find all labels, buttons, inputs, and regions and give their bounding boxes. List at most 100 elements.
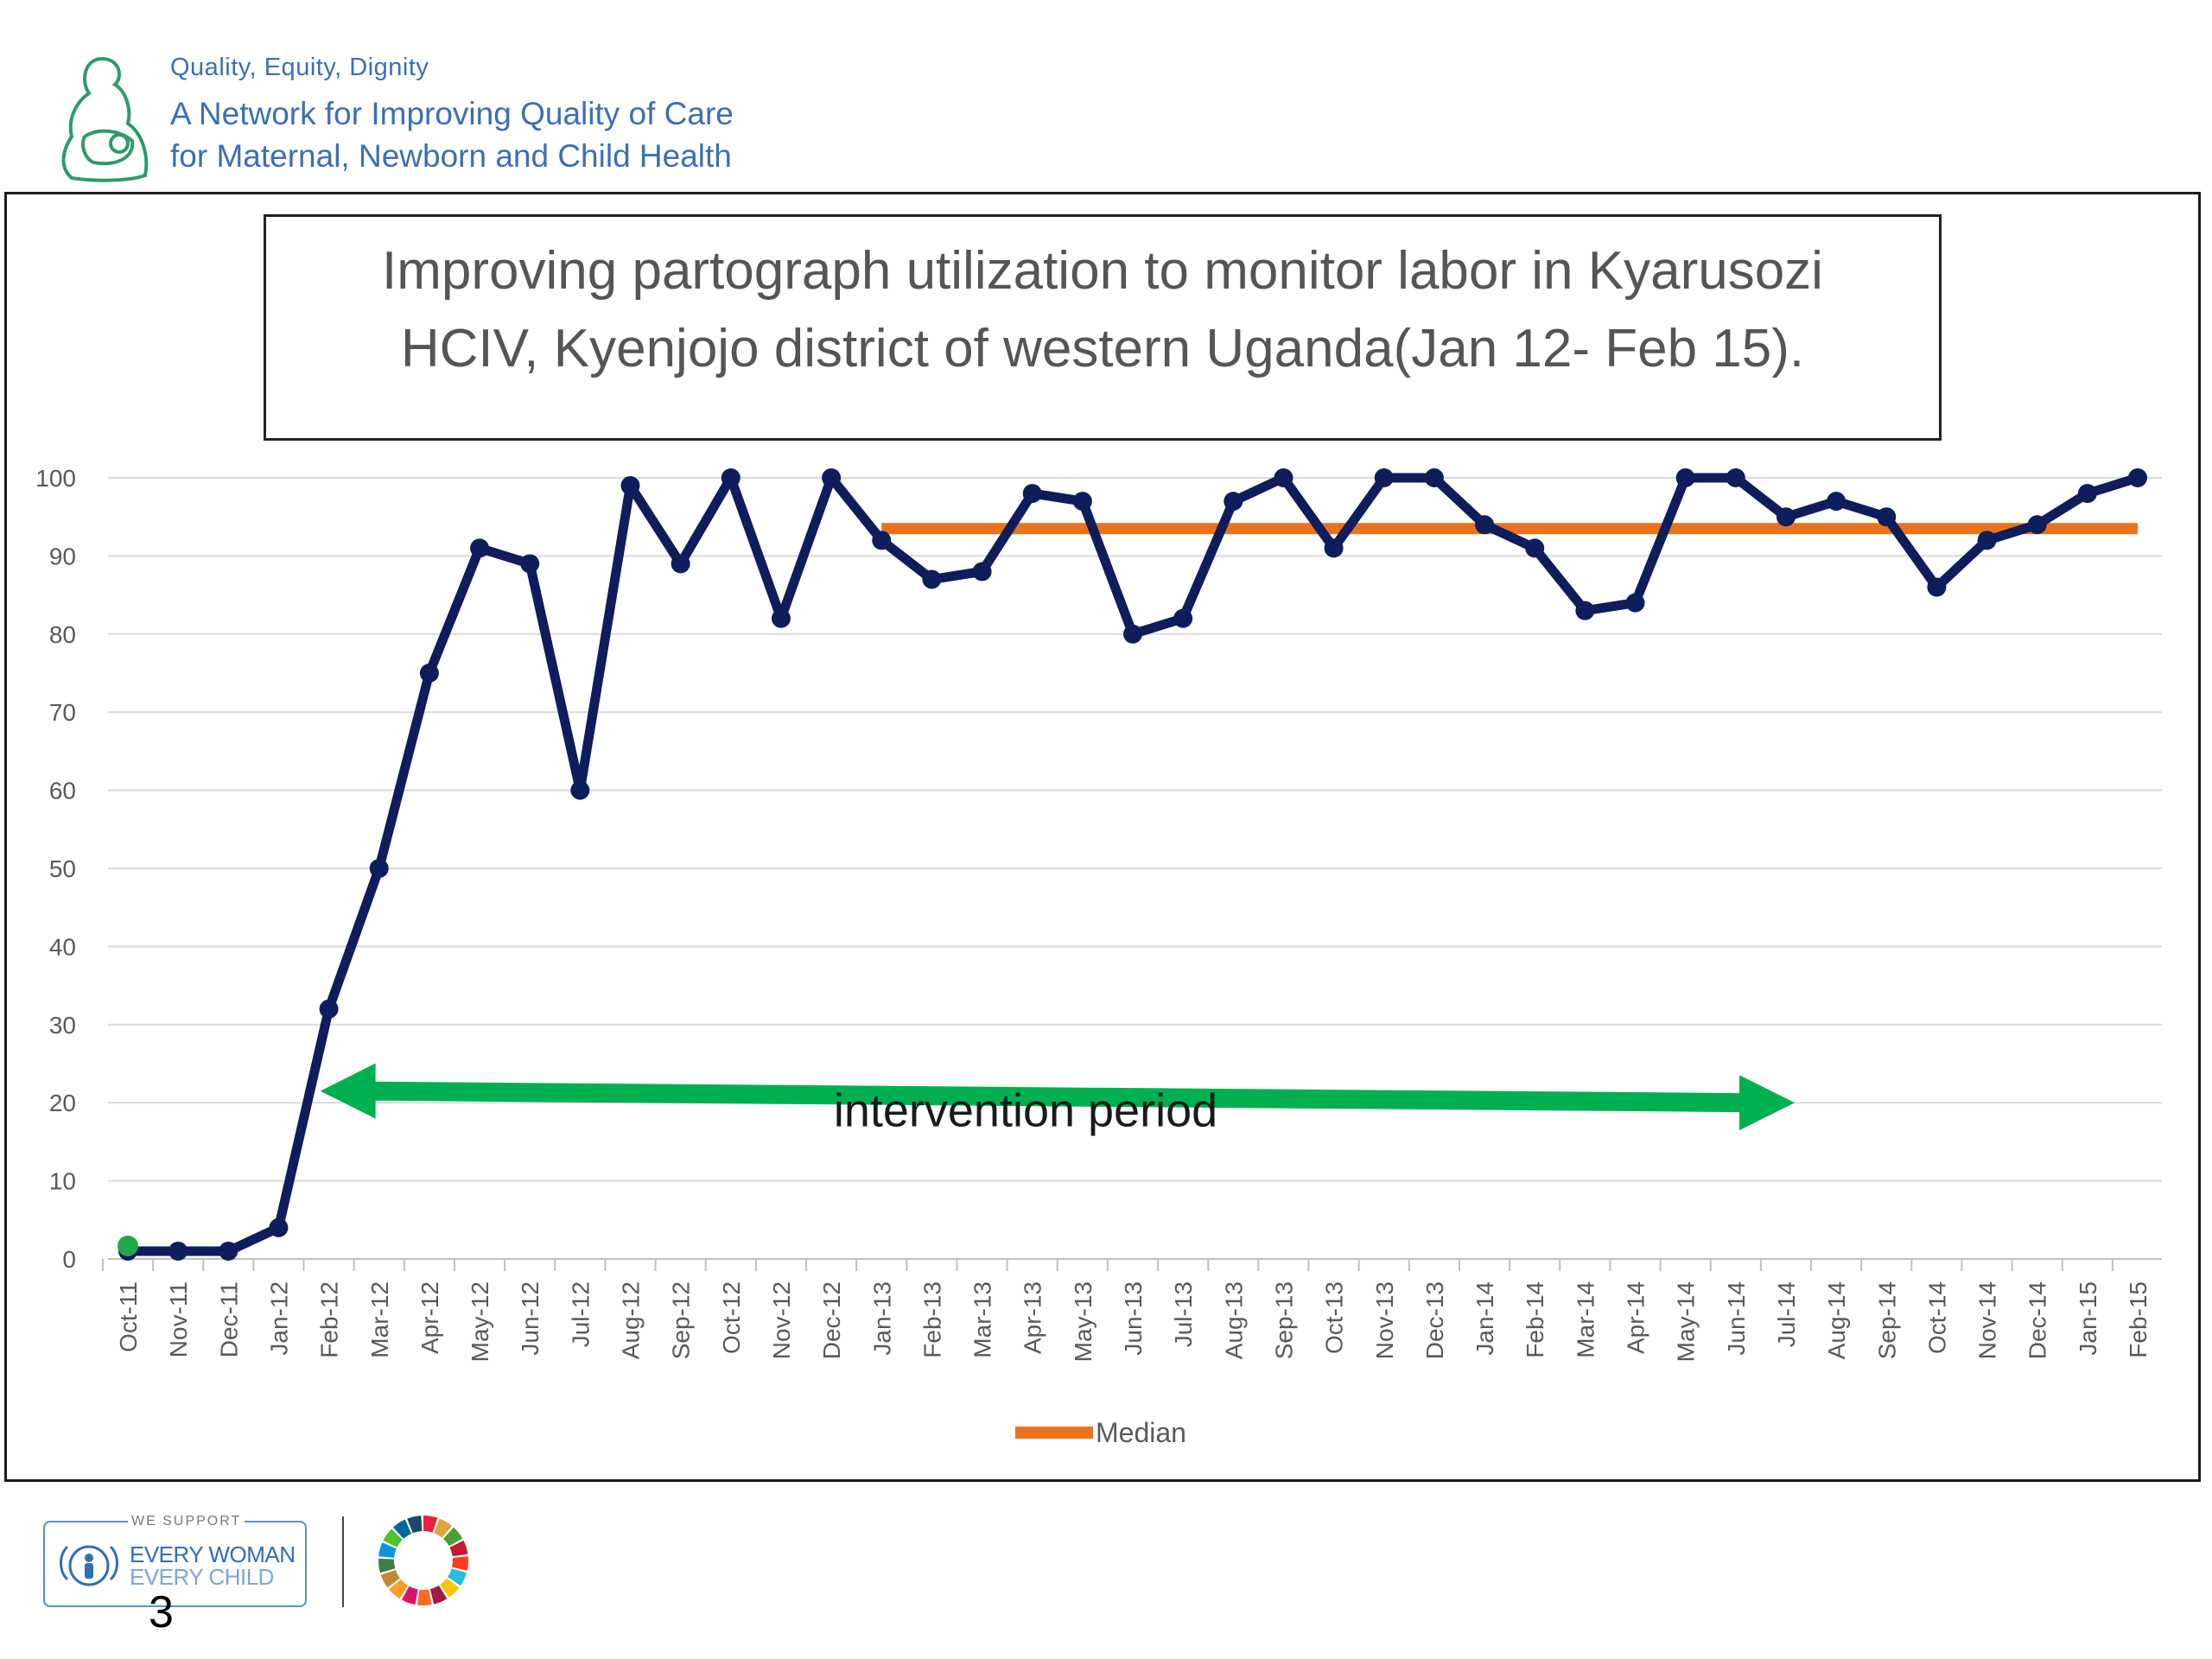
x-tick-label-Apr-12: Apr-12 [416,1281,443,1354]
data-point-Jul-14 [1776,507,1796,527]
y-tick-label-90: 90 [49,543,76,569]
data-point-Jan-12 [269,1217,289,1237]
data-point-Apr-14 [1625,593,1645,613]
data-point-Sep-14 [1877,507,1897,527]
data-point-Nov-11 [168,1241,188,1261]
x-tick-label-Sep-14: Sep-14 [1873,1281,1900,1359]
x-tick-label-Jul-12: Jul-12 [567,1281,594,1347]
data-point-Nov-13 [1374,468,1394,487]
data-point-Dec-11 [219,1241,238,1261]
x-tick-label-Jun-14: Jun-14 [1723,1281,1750,1356]
y-tick-label-80: 80 [49,621,76,648]
x-tick-label-Aug-13: Aug-13 [1220,1281,1247,1359]
x-tick-label-Sep-13: Sep-13 [1270,1281,1297,1359]
mother-child-logo [61,56,149,182]
data-point-Feb-12 [319,999,339,1019]
x-tick-label-Aug-12: Aug-12 [618,1281,645,1359]
sdg-wheel-segment [407,1516,423,1534]
data-point-Feb-15 [2128,468,2147,487]
sdg-wheel-segment [380,1569,400,1588]
data-point-Mar-12 [369,859,389,878]
x-tick-label-Dec-13: Dec-13 [1421,1281,1448,1359]
intervention-arrow-left-head [320,1063,376,1119]
x-tick-label-Jul-14: Jul-14 [1773,1281,1800,1347]
sdg-wheel-segment [448,1568,467,1586]
x-tick-label-Apr-13: Apr-13 [1020,1281,1046,1354]
y-tick-label-70: 70 [49,699,76,726]
sdg-wheel-segment [378,1542,397,1558]
y-tick-label-30: 30 [49,1012,76,1039]
x-tick-label-Feb-13: Feb-13 [918,1281,945,1358]
data-point-Jun-12 [520,554,540,574]
sdg-wheel-segment [429,1585,448,1605]
x-tick-label-Dec-14: Dec-14 [2024,1281,2051,1359]
x-tick-label-Jan-12: Jan-12 [265,1281,292,1356]
data-point-Jan-14 [1475,515,1495,535]
x-tick-label-Jan-15: Jan-15 [2075,1281,2101,1356]
x-tick-label-May-13: May-13 [1070,1281,1096,1362]
x-tick-label-Feb-14: Feb-14 [1522,1281,1548,1358]
data-point-Apr-12 [419,664,439,683]
header-tagline: Quality, Equity, Dignity [170,54,429,81]
sdg-wheel-segment [442,1527,463,1547]
y-tick-label-10: 10 [49,1168,76,1195]
data-point-Mar-13 [972,562,992,582]
data-point-Jun-13 [1123,624,1142,644]
x-tick-label-Mar-13: Mar-13 [969,1281,996,1358]
legend-median-label: Median [1096,1417,1186,1448]
data-point-Jul-13 [1173,608,1193,628]
x-tick-label-Dec-11: Dec-11 [215,1281,242,1357]
data-point-Jan-15 [2077,484,2097,504]
sdg-wheel-segment [378,1558,396,1573]
sdg-wheel-segment [452,1556,468,1571]
data-point-May-14 [1675,468,1695,487]
x-tick-label-Apr-14: Apr-14 [1623,1281,1649,1354]
data-point-Nov-12 [771,608,791,628]
data-point-Dec-12 [822,468,842,487]
page-number: 3 [149,1587,174,1637]
y-tick-label-100: 100 [35,465,76,492]
intervention-arrow-shaft [363,1081,1752,1113]
data-point-Jan-13 [872,531,892,550]
data-point-Jun-14 [1726,468,1745,487]
sdg-wheel-segment [389,1579,409,1599]
data-point-Feb-14 [1525,538,1545,558]
y-tick-label-50: 50 [49,855,76,882]
x-tick-label-Mar-14: Mar-14 [1572,1281,1599,1358]
ewec-line2: EVERY CHILD [130,1564,274,1590]
footer-divider [342,1516,344,1607]
sdg-wheel-segment [401,1586,418,1605]
data-point-Sep-13 [1274,468,1294,487]
chart-title-box: Improving partograph utilization to moni… [264,214,1942,441]
x-tick-label-Feb-15: Feb-15 [2125,1281,2152,1358]
x-tick-label-Oct-13: Oct-13 [1321,1281,1348,1354]
sdg-wheel-icon [378,1516,468,1605]
x-tick-label-Dec-12: Dec-12 [818,1281,845,1359]
x-tick-label-May-14: May-14 [1673,1281,1700,1362]
intervention-label: intervention period [834,1084,1217,1136]
line-chart: 0 10 20 30 40 50 60 70 80 90 100 Oct-11 Nov-11 Dec-11… [35,465,2162,1448]
x-tick-label-Sep-12: Sep-12 [668,1281,695,1359]
ewec-line1: EVERY WOMAN [130,1541,296,1567]
data-point-May-12 [470,538,490,558]
intervention-arrow-right-head [1738,1075,1795,1131]
sdg-wheel-segment [392,1519,412,1539]
x-tick-label-Nov-11: Nov-11 [165,1281,192,1357]
baseline-marker [118,1235,138,1256]
data-point-Sep-12 [671,554,690,574]
x-tick-label-Nov-13: Nov-13 [1371,1281,1398,1359]
data-point-Oct-12 [721,468,741,487]
x-tick-label-Mar-12: Mar-12 [366,1281,393,1358]
x-tick-label-May-12: May-12 [467,1281,493,1362]
sdg-wheel-segment [423,1516,438,1533]
x-tick-label-Nov-14: Nov-14 [1974,1281,2001,1359]
x-tick-label-Jun-13: Jun-13 [1120,1281,1147,1356]
y-tick-label-40: 40 [49,933,76,960]
data-point-Mar-14 [1575,601,1595,620]
sdg-wheel-segment [434,1518,453,1538]
un-emblem-icon [60,1545,118,1586]
header-network-line2: for Maternal, Newborn and Child Health [170,138,732,174]
sdg-wheel-segment [449,1540,468,1557]
x-tick-label-Oct-11: Oct-11 [115,1281,142,1352]
chart-title-line2: HCIV, Kyenjojo district of western Ugand… [400,319,1805,378]
